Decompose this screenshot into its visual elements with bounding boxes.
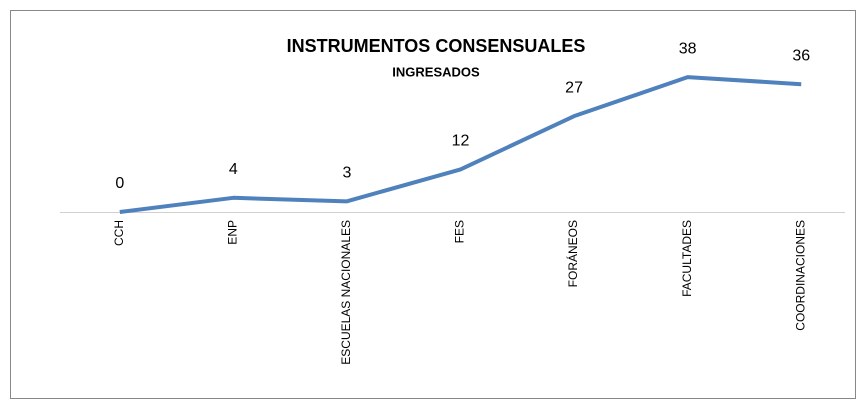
chart-subtitle: INGRESADOS	[392, 64, 480, 79]
chart-title: INSTRUMENTOS CONSENSUALES	[287, 36, 586, 56]
data-label: 38	[679, 40, 697, 57]
chart-frame	[10, 10, 856, 399]
x-tick-label: FES	[453, 220, 467, 243]
data-label: 0	[115, 175, 124, 192]
data-label: 36	[792, 47, 810, 64]
data-label: 27	[565, 79, 583, 96]
x-tick-label: FACULTADES	[680, 220, 694, 297]
x-tick-label: ESCUELAS NACIONALES	[339, 220, 353, 365]
x-tick-label: FORÁNEOS	[565, 220, 580, 287]
data-label: 4	[229, 161, 238, 178]
data-label: 12	[452, 133, 470, 150]
x-tick-label: CCH	[112, 220, 126, 246]
x-tick-label: COORDINACIONES	[793, 220, 807, 331]
x-tick-label: ENP	[226, 220, 240, 245]
data-label: 3	[342, 165, 351, 182]
data-line	[119, 75, 802, 214]
